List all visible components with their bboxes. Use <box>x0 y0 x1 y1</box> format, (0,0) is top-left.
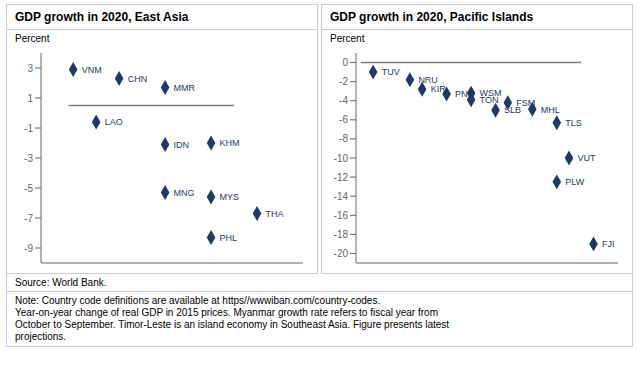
svg-text:-18: -18 <box>334 229 349 240</box>
svg-text:TUV: TUV <box>382 67 400 77</box>
html-text:Percent: Percent <box>330 33 365 44</box>
html-text:GDP growth in 2020, East Asia: GDP growth in 2020, East Asia <box>15 10 189 24</box>
html-text:projections.: projections. <box>15 331 67 342</box>
svg-text:MYS: MYS <box>220 192 240 202</box>
svg-text:VUT: VUT <box>578 153 597 163</box>
svg-text:MHL: MHL <box>541 105 560 115</box>
svg-text:-14: -14 <box>334 191 349 202</box>
svg-text:1: 1 <box>27 93 33 104</box>
svg-text:-10: -10 <box>334 153 349 164</box>
svg-text:PLW: PLW <box>565 177 584 187</box>
svg-text:0: 0 <box>342 57 348 68</box>
html-text:Percent: Percent <box>15 33 50 44</box>
html-text:Year-on-year change of real GD: Year-on-year change of real GDP in 2015 … <box>15 307 438 318</box>
svg-text:THA: THA <box>266 209 284 219</box>
svg-text:-2: -2 <box>339 76 348 87</box>
svg-text:3: 3 <box>27 63 33 74</box>
svg-text:KIR: KIR <box>431 84 447 94</box>
svg-text:LAO: LAO <box>105 117 123 127</box>
svg-text:FJI: FJI <box>602 239 615 249</box>
svg-text:-20: -20 <box>334 248 349 259</box>
svg-text:KHM: KHM <box>220 138 240 148</box>
svg-text:-12: -12 <box>334 172 349 183</box>
svg-text:FSM: FSM <box>516 97 536 108</box>
svg-text:-9: -9 <box>24 243 33 254</box>
svg-text:WSM: WSM <box>479 88 502 99</box>
svg-text:-5: -5 <box>24 183 33 194</box>
svg-text:MNG: MNG <box>174 188 195 198</box>
svg-text:PNG: PNG <box>455 89 475 99</box>
svg-text:VNM: VNM <box>82 65 102 75</box>
svg-text:CHN: CHN <box>128 74 148 84</box>
html-text:GDP growth in 2020, Pacific Is: GDP growth in 2020, Pacific Islands <box>330 10 534 24</box>
svg-text:-1: -1 <box>24 123 33 134</box>
svg-text:IDN: IDN <box>174 140 190 150</box>
html-text:Note: Country code definitions: Note: Country code definitions are avail… <box>15 295 381 306</box>
svg-text:-4: -4 <box>339 95 348 106</box>
svg-text:-6: -6 <box>339 114 348 125</box>
svg-text:SLB: SLB <box>504 105 521 115</box>
html-text:Source: World Bank.: Source: World Bank. <box>15 277 107 288</box>
svg-text:-7: -7 <box>24 213 33 224</box>
svg-text:PHL: PHL <box>220 233 238 243</box>
svg-text:MMR: MMR <box>174 83 196 93</box>
html-text:October to September. Timor-Le: October to September. Timor-Leste is an … <box>15 319 450 330</box>
svg-text:TON: TON <box>480 95 499 105</box>
svg-text:-16: -16 <box>334 210 349 221</box>
svg-text:NRU: NRU <box>418 75 438 85</box>
svg-text:-3: -3 <box>24 153 33 164</box>
svg-text:-8: -8 <box>339 133 348 144</box>
svg-text:TLS: TLS <box>565 118 582 128</box>
